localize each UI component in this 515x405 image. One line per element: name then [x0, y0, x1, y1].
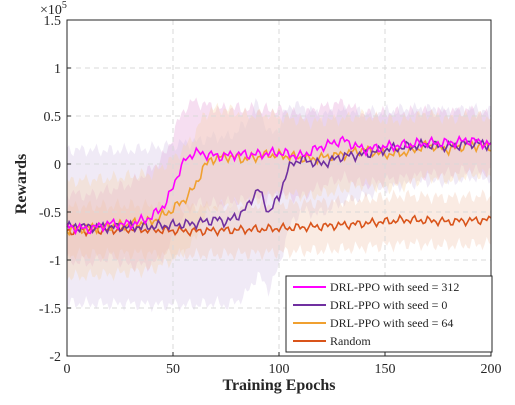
grid-lines [67, 20, 491, 356]
legend-label: Random [330, 334, 371, 348]
y-tick-label: -0.5 [39, 206, 61, 221]
y-multiplier: ×105 [40, 0, 67, 18]
y-tick-label: -1 [49, 254, 61, 269]
variance-band [67, 189, 491, 262]
legend: DRL-PPO with seed = 312 DRL-PPO with seed… [285, 275, 493, 353]
y-tick-label: -2 [49, 350, 61, 365]
x-tick-label: 100 [269, 362, 290, 377]
legend-label: DRL-PPO with seed = 0 [330, 298, 447, 312]
y-tick-label: 0 [54, 158, 61, 173]
legend-label: DRL-PPO with seed = 64 [330, 316, 453, 330]
y-ticks: -2 -1.5 -1 -0.5 0 0.5 1 1.5 [39, 14, 71, 365]
x-tick-label: 200 [481, 362, 502, 377]
y-tick-label: 1.5 [44, 14, 62, 29]
series-line [66, 139, 492, 237]
series-line [66, 134, 492, 236]
y-tick-label: -1.5 [39, 302, 61, 317]
series-line [66, 137, 492, 235]
x-ticks: 0 50 100 150 200 [64, 352, 502, 377]
y-multiplier-exponent: 5 [62, 0, 67, 11]
x-tick-label: 0 [64, 362, 71, 377]
x-axis-label: Training Epochs [222, 377, 335, 394]
x-tick-label: 150 [375, 362, 396, 377]
y-tick-label: 0.5 [44, 110, 62, 125]
y-multiplier-base: ×10 [40, 3, 62, 18]
legend-box [285, 275, 493, 353]
legend-label: DRL-PPO with seed = 312 [330, 280, 459, 294]
x-tick-label: 50 [166, 362, 180, 377]
y-axis-label: Rewards [13, 154, 30, 214]
y-tick-label: 1 [54, 62, 61, 77]
series-lines [66, 134, 492, 238]
